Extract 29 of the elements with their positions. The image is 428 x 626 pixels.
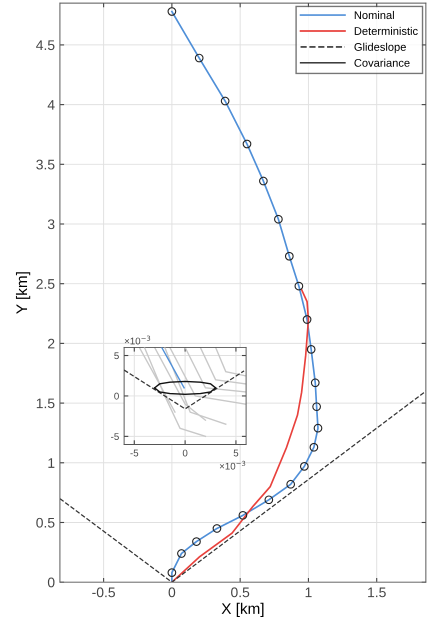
y-tick-label: 3	[48, 219, 54, 230]
x-tick-label: 5	[234, 450, 238, 456]
legend-label: Glideslope	[354, 42, 406, 54]
legend-label: Covariance	[354, 58, 410, 67]
y-tick-label: 4.5	[36, 40, 54, 50]
x-axis-title: X [km]	[222, 602, 264, 618]
y-tick-label: 1	[48, 458, 54, 468]
y-tick-label: 3.5	[36, 160, 54, 170]
y-tick-label: 4	[48, 100, 55, 110]
y-tick-label: 2.5	[36, 279, 54, 289]
y-tick-label: 0	[48, 578, 55, 588]
annotation: ×10$^{−3}$	[220, 460, 246, 470]
legend-label: Deterministic	[354, 26, 418, 35]
x-tick-label: 0	[168, 587, 176, 598]
y-tick-label: 2	[48, 338, 54, 348]
legend-label: Nominal	[354, 10, 394, 20]
y-tick-label: -5	[111, 433, 119, 440]
x-tick-label: -0.5	[92, 587, 115, 598]
x-tick-label: 0.5	[231, 587, 250, 598]
y-tick-label: 0	[114, 392, 119, 400]
x-tick-label: 1.5	[368, 588, 386, 598]
y-tick-label: 0.5	[36, 518, 54, 528]
x-tick-label: 0	[182, 450, 188, 456]
y-axis-title: Y [km]	[16, 272, 30, 314]
x-tick-label: -5	[130, 450, 138, 456]
y-tick-label: 5	[114, 352, 119, 360]
x-tick-label: 1	[306, 588, 312, 598]
y-tick-label: 1.5	[36, 398, 54, 408]
annotation: ×10$^{−3}$	[124, 336, 150, 344]
